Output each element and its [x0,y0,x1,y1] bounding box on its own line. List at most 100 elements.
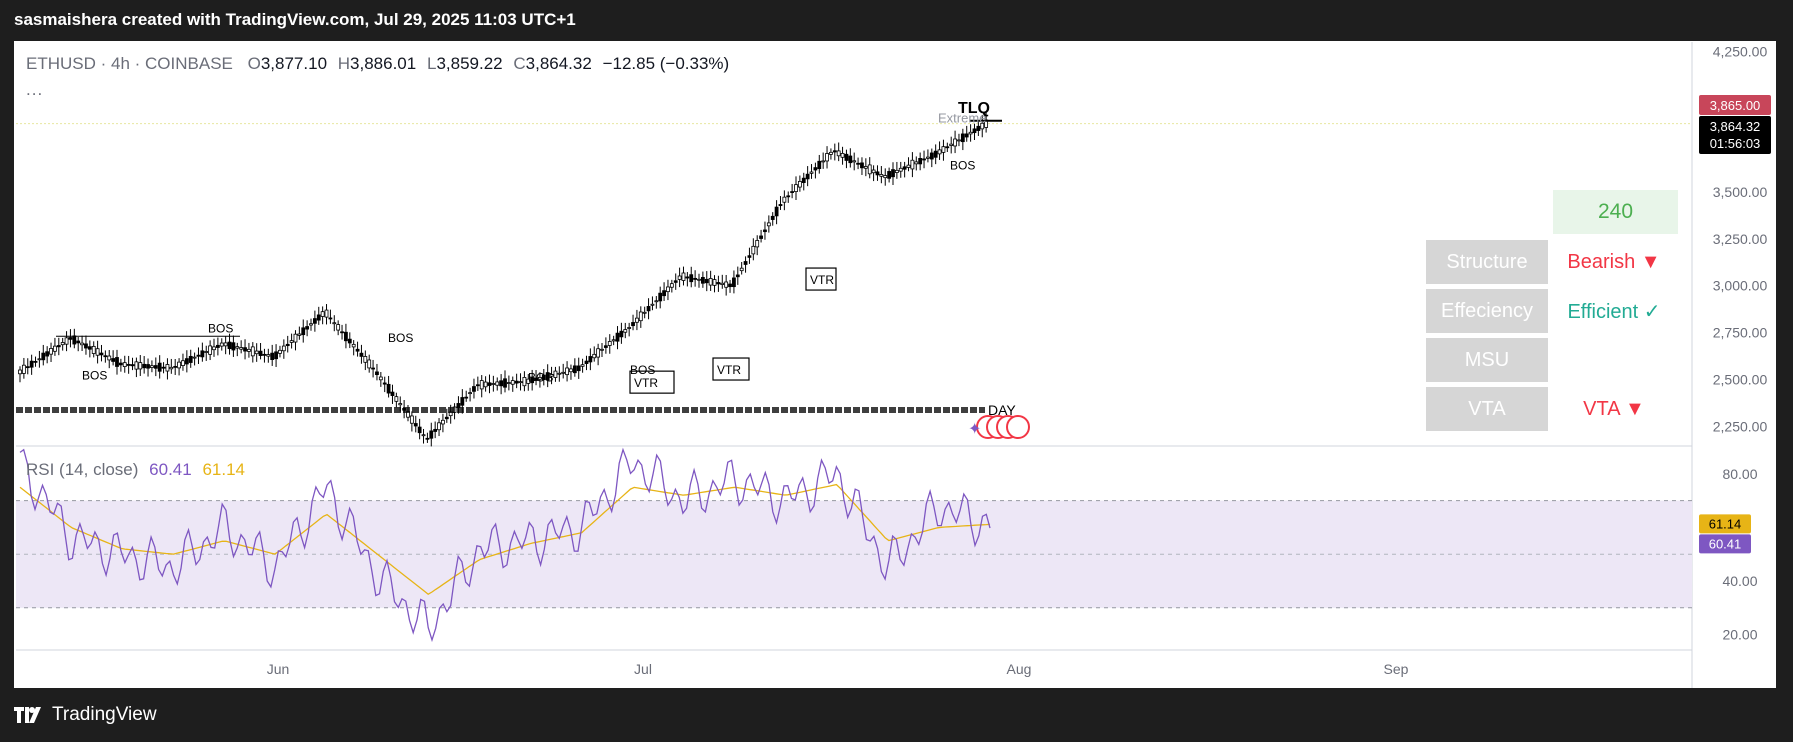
candle-body [239,347,244,350]
rsi-legend: RSI (14, close) 60.41 61.14 [26,460,245,480]
bos-label: BOS [630,363,655,377]
candle-body [95,348,100,356]
candle-body [483,381,488,388]
more-icon[interactable]: ... [26,80,44,99]
candle-body [623,329,628,333]
candle-body [371,367,375,370]
tradingview-logo[interactable]: TradingView [14,704,157,726]
candle-body [879,174,884,177]
high-value: 3,886.01 [350,54,417,73]
candle-body [456,403,461,409]
rsi-line [19,447,991,643]
candle-body [669,283,674,288]
candle-body [852,160,857,163]
candle-body [941,146,946,153]
candle-body [545,372,550,381]
candle-body [584,360,589,364]
low-value: 3,859.22 [436,54,503,73]
candle-body [724,281,729,288]
candle-body [157,362,162,372]
candle-body [960,133,965,143]
candle-body [922,158,926,161]
change-value: −12.85 (−0.33%) [602,54,730,73]
candle-body [813,167,818,171]
candle-body [80,342,84,346]
candle-body [848,155,853,164]
candle-body [844,153,849,161]
candle-body [673,280,678,283]
candle-body [382,382,387,385]
price-tag-red [1699,95,1771,115]
candle-body [293,333,298,343]
candle-body [972,128,977,134]
candle-body [204,351,209,353]
candle-body [444,416,449,420]
candle-body [274,351,278,360]
candle-body [949,143,954,146]
candle-body [856,162,860,165]
time-tick-label: Aug [1007,661,1032,677]
candle-body [150,365,154,368]
candle-body [603,345,608,348]
candle-body [871,169,876,174]
candle-body [875,171,880,176]
candle-body [184,358,189,365]
candle-body [572,365,577,374]
candle-body [716,282,721,285]
candle-body [541,374,546,380]
candle-body [215,344,220,348]
candle-body [588,356,593,363]
candle-body [510,380,515,385]
symbol-label[interactable]: ETHUSD · 4h · COINBASE [26,54,233,73]
candle-body [751,245,756,255]
candle-body [774,206,779,217]
candle-body [646,306,651,312]
candle-body [212,346,216,351]
candle-body [188,355,193,363]
event-flag-icon [1006,415,1030,439]
candle-body [433,428,438,432]
candle-body [421,434,426,437]
candle-body [18,369,22,375]
close-label: C [513,54,526,73]
candle-body [491,383,496,385]
candle-body [99,352,104,356]
candle-body [689,274,694,283]
bos-label: BOS [528,370,553,384]
candle-body [359,352,364,357]
candle-body [487,382,492,386]
candle-body [732,277,736,288]
candle-body [809,171,814,174]
candle-body [468,392,472,395]
candle-body [281,345,286,352]
candle-body [309,323,313,326]
ohlc-legend: ETHUSD · 4h · COINBASE O3,877.10 H3,886.… [26,54,729,74]
price-tick-label: 2,500.00 [1713,371,1768,387]
price-tick-label: 2,750.00 [1713,325,1768,341]
candle-body [464,396,469,399]
candle-body [926,156,930,159]
candle-body [409,415,414,424]
bos-label: BOS [950,158,975,172]
candle-body [894,169,899,173]
candle-body [538,377,542,380]
candle-body [704,278,709,284]
candle-body [472,386,476,392]
candle-body [355,348,360,352]
bos-label: BOS [208,321,233,335]
candle-body [953,138,957,147]
candle-body [666,286,670,293]
candle-body [278,349,282,354]
candle-body [153,365,158,369]
candle-body [728,283,732,288]
candle-body [782,196,787,203]
candle-body [475,384,480,387]
candle-body [681,272,686,281]
bos-label: BOS [82,369,107,383]
table-value-structure: Bearish ▼ [1567,250,1661,273]
candle-body [173,365,178,368]
candle-body [64,337,69,345]
rsi-name[interactable]: RSI (14, close) [26,460,139,479]
candle-body [759,235,763,239]
